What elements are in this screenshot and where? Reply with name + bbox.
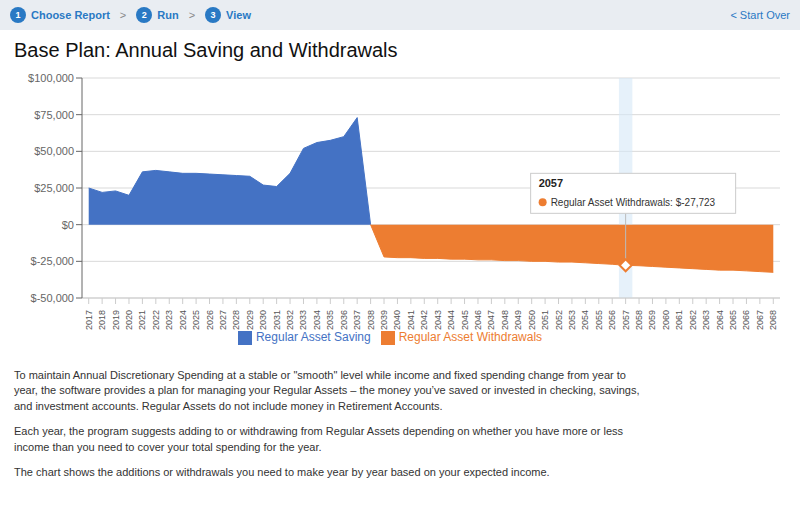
html-text:Run: Run (157, 9, 179, 21)
svg-text:$-25,000: $-25,000 (31, 255, 74, 267)
svg-text:2065: 2065 (728, 310, 738, 330)
svg-text:$100,000: $100,000 (28, 72, 74, 84)
html-text:Regular Asset Withdrawals: Regular Asset Withdrawals (398, 330, 543, 344)
svg-text:2056: 2056 (607, 310, 617, 330)
svg-text:2029: 2029 (245, 310, 255, 330)
svg-text:2035: 2035 (325, 310, 335, 330)
svg-text:2042: 2042 (419, 310, 429, 330)
svg-text:2050: 2050 (527, 310, 537, 330)
svg-text:$50,000: $50,000 (34, 145, 74, 157)
svg-text:2040: 2040 (392, 310, 402, 330)
svg-text:$25,000: $25,000 (34, 182, 74, 194)
html-text:3: 3 (210, 10, 216, 20)
svg-text:2018: 2018 (97, 310, 107, 330)
svg-text:2026: 2026 (205, 310, 215, 330)
svg-text:2043: 2043 (433, 310, 443, 330)
html-text:1: 1 (15, 10, 21, 20)
svg-text:$-50,000: $-50,000 (31, 292, 74, 304)
svg-text:2037: 2037 (352, 310, 362, 330)
svg-text:2024: 2024 (178, 310, 188, 330)
svg-text:2033: 2033 (298, 310, 308, 330)
svg-text:$75,000: $75,000 (34, 109, 74, 121)
svg-text:2023: 2023 (164, 310, 174, 330)
svg-text:2068: 2068 (768, 310, 778, 330)
svg-text:2064: 2064 (715, 310, 725, 330)
html-text:2: 2 (141, 10, 147, 20)
svg-text:2058: 2058 (634, 310, 644, 330)
svg-text:2062: 2062 (688, 310, 698, 330)
svg-text:2031: 2031 (272, 310, 282, 330)
svg-text:2020: 2020 (124, 310, 134, 330)
svg-text:2021: 2021 (137, 310, 147, 330)
html-text:The chart shows the additions: The chart shows the additions or withdra… (14, 466, 550, 478)
svg-text:2067: 2067 (755, 310, 765, 330)
svg-text:2034: 2034 (312, 310, 322, 330)
svg-text:2041: 2041 (406, 310, 416, 330)
svg-text:2063: 2063 (701, 310, 711, 330)
svg-text:2038: 2038 (366, 310, 376, 330)
svg-text:2053: 2053 (567, 310, 577, 330)
svg-text:2048: 2048 (500, 310, 510, 330)
svg-text:2028: 2028 (231, 310, 241, 330)
svg-text:2045: 2045 (460, 310, 470, 330)
svg-text:2027: 2027 (218, 310, 228, 330)
svg-text:2022: 2022 (151, 310, 161, 330)
html-text:< Start Over: < Start Over (730, 9, 790, 21)
svg-text:2066: 2066 (741, 310, 751, 330)
svg-text:2032: 2032 (285, 310, 295, 330)
html-text:Regular Asset Saving: Regular Asset Saving (255, 330, 371, 344)
svg-text:2030: 2030 (258, 310, 268, 330)
svg-text:2057: 2057 (539, 177, 563, 189)
svg-text:2025: 2025 (191, 310, 201, 330)
svg-text:2036: 2036 (339, 310, 349, 330)
svg-text:2054: 2054 (580, 310, 590, 330)
svg-text:2055: 2055 (594, 310, 604, 330)
svg-text:2044: 2044 (446, 310, 456, 330)
svg-text:2017: 2017 (84, 310, 94, 330)
svg-text:$0: $0 (62, 219, 74, 231)
svg-text:2059: 2059 (647, 310, 657, 330)
svg-text:2060: 2060 (661, 310, 671, 330)
svg-text:2057: 2057 (621, 310, 631, 330)
svg-text:2052: 2052 (554, 310, 564, 330)
html-text:Each year, the program suggest: Each year, the program suggests adding t… (14, 425, 623, 453)
html-text:To maintain Annual Discretiona: To maintain Annual Discretionary Spendin… (14, 369, 640, 412)
svg-text:2046: 2046 (473, 310, 483, 330)
html-text:View: View (226, 9, 251, 21)
svg-text:Regular Asset Withdrawals: $-2: Regular Asset Withdrawals: $-27,723 (551, 197, 716, 208)
html-text:Base Plan: Annual Saving and W: Base Plan: Annual Saving and Withdrawals (14, 38, 398, 61)
svg-text:2019: 2019 (111, 310, 121, 330)
svg-text:2061: 2061 (674, 310, 684, 330)
svg-text:2051: 2051 (540, 310, 550, 330)
svg-text:2039: 2039 (379, 310, 389, 330)
html-text:Choose Report: Choose Report (31, 9, 110, 21)
svg-text:2049: 2049 (513, 310, 523, 330)
svg-text:2047: 2047 (486, 310, 496, 330)
